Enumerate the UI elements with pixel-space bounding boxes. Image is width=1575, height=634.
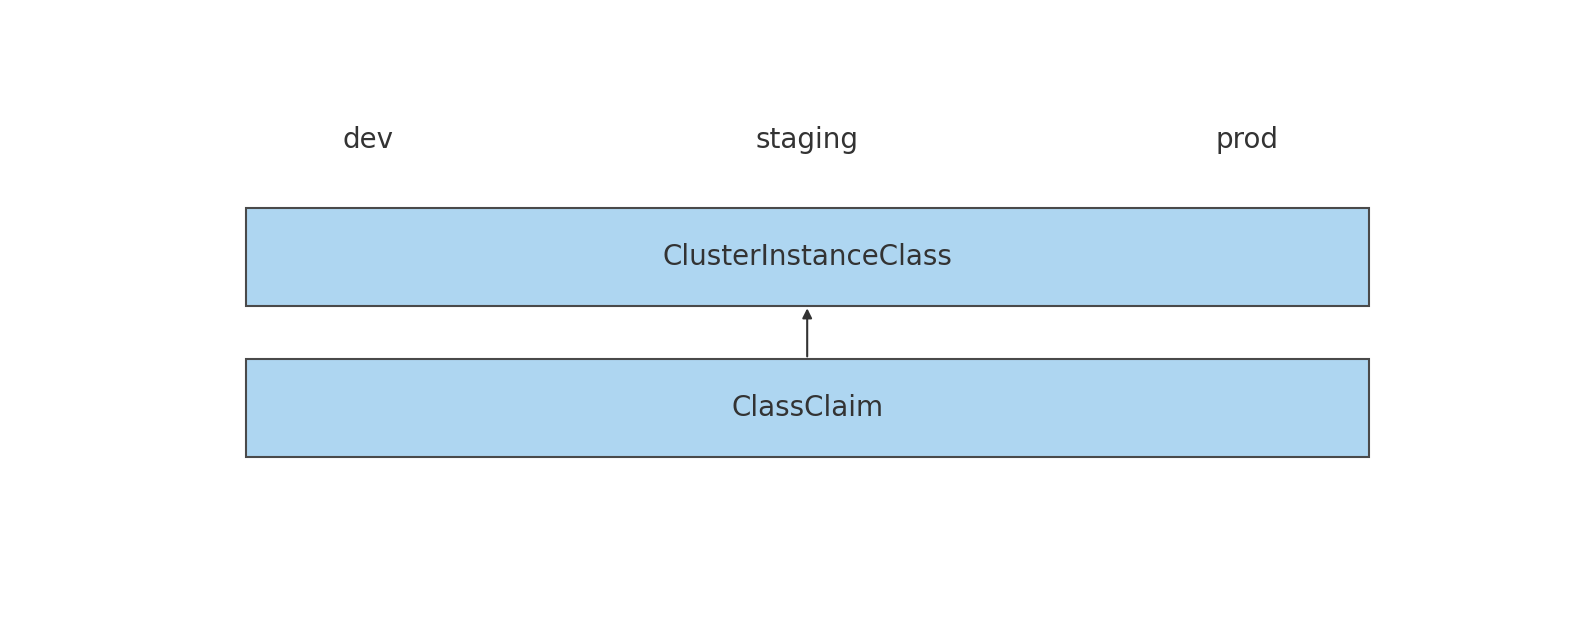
Text: staging: staging — [756, 126, 858, 153]
Bar — [246, 208, 1369, 306]
Text: dev: dev — [342, 126, 394, 153]
Text: prod: prod — [1216, 126, 1279, 153]
Text: ClassClaim: ClassClaim — [731, 394, 884, 422]
Text: ClusterInstanceClass: ClusterInstanceClass — [662, 243, 953, 271]
Bar — [246, 359, 1369, 457]
